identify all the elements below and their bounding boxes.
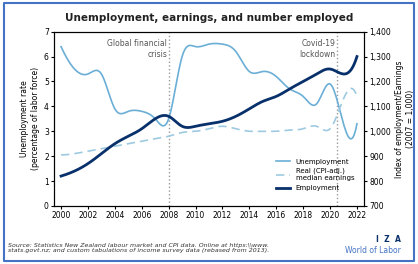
Real (CPI-adj.)
median earnings xyxy=(354,95,359,98)
Unemployment xyxy=(354,122,359,125)
Real (CPI-adj.)
median earnings xyxy=(240,129,245,132)
Employment xyxy=(234,115,239,118)
Y-axis label: Unemployment rate
(percentage of labor force): Unemployment rate (percentage of labor f… xyxy=(20,67,40,170)
Text: I  Z  A: I Z A xyxy=(376,235,401,244)
Unemployment xyxy=(328,82,333,86)
Employment xyxy=(327,67,332,70)
Real (CPI-adj.)
median earnings xyxy=(59,153,64,157)
Text: Unemployment, earnings, and number employed: Unemployment, earnings, and number emplo… xyxy=(65,13,353,23)
Real (CPI-adj.)
median earnings xyxy=(349,87,354,90)
Unemployment xyxy=(309,103,314,106)
Unemployment xyxy=(59,45,64,48)
Text: Source: Statistics New Zealand labour market and CPI data. Online at https:\\www: Source: Statistics New Zealand labour ma… xyxy=(8,243,270,253)
Real (CPI-adj.)
median earnings xyxy=(234,128,240,131)
Y-axis label: Index of employment/Earnings
(2007 = 1,000): Index of employment/Earnings (2007 = 1,0… xyxy=(395,60,415,178)
Text: Covid-19
lockdown: Covid-19 lockdown xyxy=(299,39,335,59)
Unemployment xyxy=(349,137,354,140)
Line: Real (CPI-adj.)
median earnings: Real (CPI-adj.) median earnings xyxy=(61,88,357,155)
Employment xyxy=(59,174,64,177)
Unemployment xyxy=(234,52,240,55)
Employment xyxy=(234,114,240,117)
Real (CPI-adj.)
median earnings xyxy=(234,127,239,130)
Unemployment xyxy=(236,53,241,56)
Unemployment xyxy=(59,47,64,50)
Unemployment xyxy=(241,62,246,65)
Line: Unemployment: Unemployment xyxy=(61,44,357,139)
Real (CPI-adj.)
median earnings xyxy=(59,153,64,157)
Employment xyxy=(308,76,313,79)
Employment xyxy=(59,175,64,178)
Real (CPI-adj.)
median earnings xyxy=(308,125,313,128)
Text: World of Labor: World of Labor xyxy=(345,246,401,255)
Unemployment xyxy=(213,42,218,45)
Line: Employment: Employment xyxy=(61,56,357,176)
Employment xyxy=(354,55,359,58)
Legend: Unemployment, Real (CPI-adj.)
median earnings, Employment: Unemployment, Real (CPI-adj.) median ear… xyxy=(273,156,357,194)
Text: Global financial
crisis: Global financial crisis xyxy=(107,39,167,59)
Real (CPI-adj.)
median earnings xyxy=(327,128,332,131)
Employment xyxy=(240,111,245,115)
